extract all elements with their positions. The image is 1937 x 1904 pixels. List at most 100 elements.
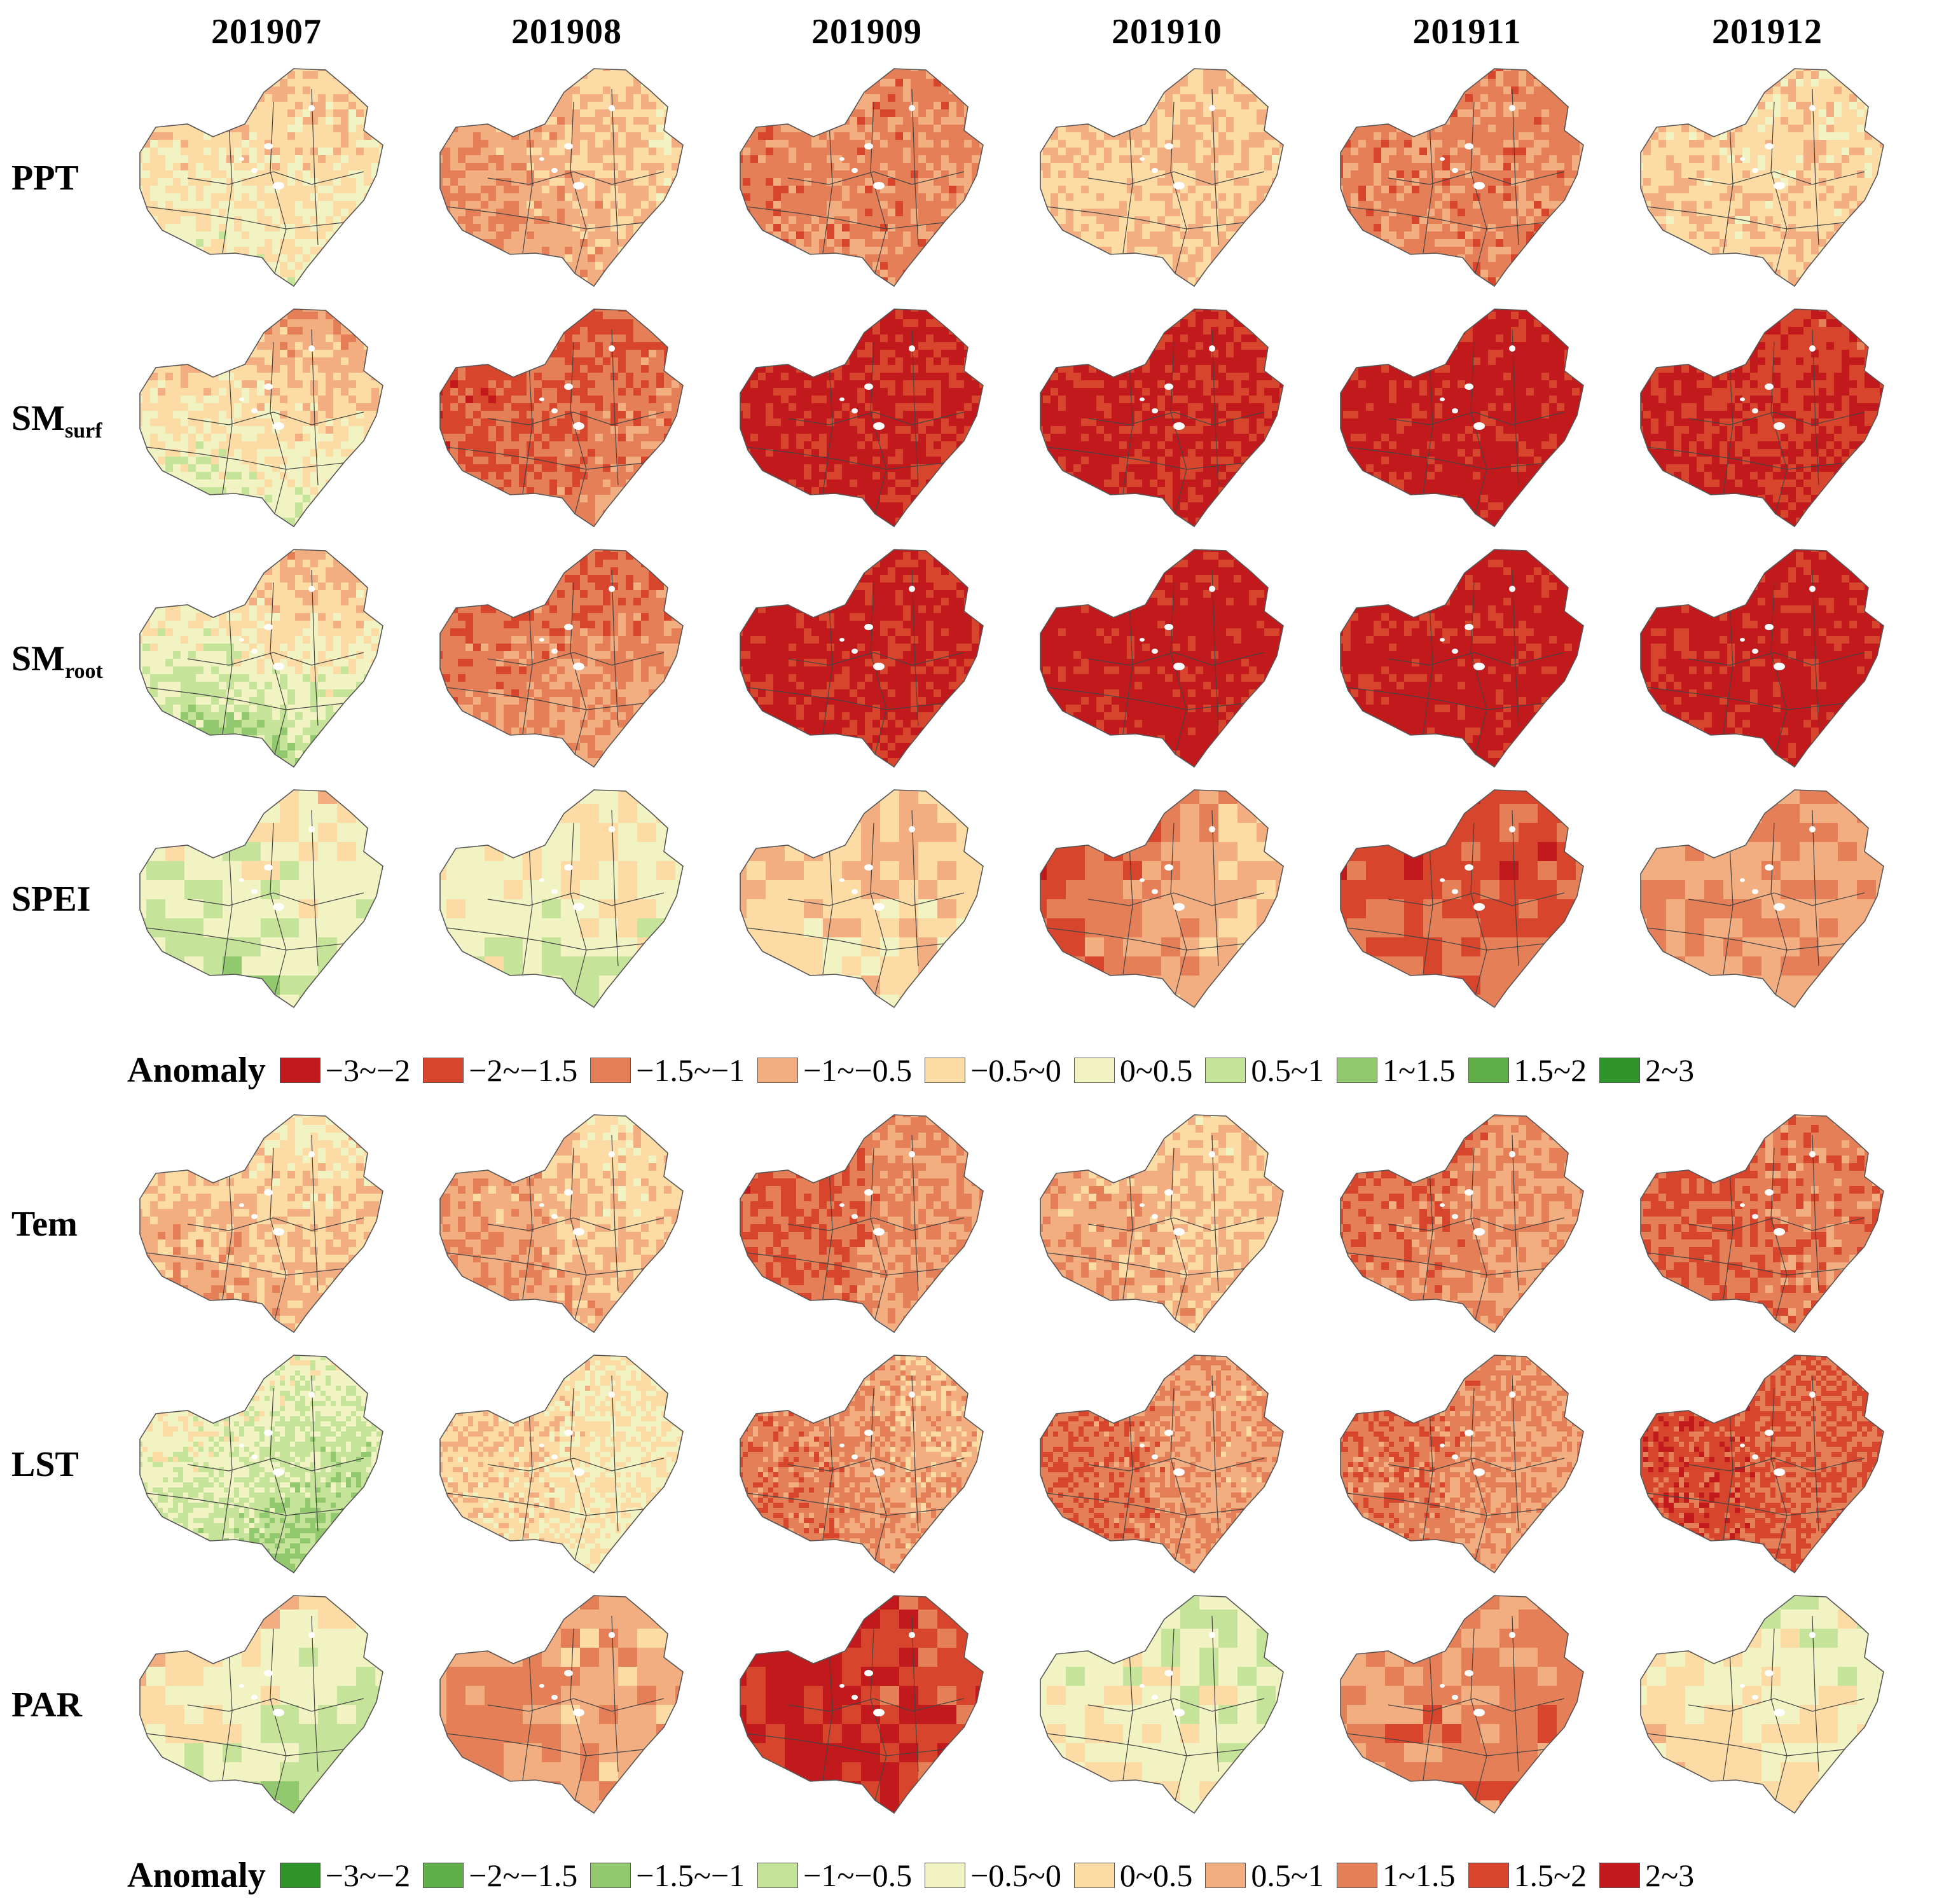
region-outline	[1640, 1355, 1884, 1574]
legend-label: 1.5~2	[1514, 1052, 1587, 1089]
choropleth-map	[139, 1355, 383, 1574]
admin-boundaries	[446, 329, 665, 514]
map-panel	[127, 1590, 407, 1819]
map-panel	[727, 785, 1007, 1014]
lakes	[239, 345, 315, 430]
lakes	[839, 105, 915, 190]
admin-boundaries	[746, 1615, 965, 1801]
lakes	[1440, 345, 1515, 430]
legend-item: −1.5~−1	[590, 1052, 745, 1089]
legend-title: Anomaly	[127, 1050, 266, 1091]
legend-label: 1.5~2	[1514, 1857, 1587, 1894]
choropleth-map	[1040, 308, 1284, 528]
choropleth-map	[439, 1355, 684, 1574]
choropleth-map	[740, 789, 984, 1009]
lakes	[1440, 586, 1515, 670]
region-outline	[439, 1355, 684, 1574]
choropleth-map	[139, 308, 383, 528]
variable-label: SPEI	[11, 879, 139, 920]
map-panel	[427, 785, 707, 1014]
lakes	[1140, 586, 1215, 670]
choropleth-map	[740, 1355, 984, 1574]
lakes	[1440, 105, 1515, 190]
anomaly-raster	[440, 69, 683, 286]
lakes	[539, 826, 615, 911]
legend-swatch	[925, 1058, 966, 1083]
map-panel	[1028, 544, 1307, 773]
month-header: 201911	[1318, 11, 1616, 52]
region-outline	[1640, 308, 1884, 528]
choropleth-map	[1640, 68, 1884, 287]
anomaly-raster	[740, 1596, 983, 1813]
lakes	[1440, 1151, 1515, 1236]
map-panel	[1628, 1110, 1908, 1339]
anomaly-raster	[1341, 69, 1583, 286]
admin-boundaries	[1046, 1375, 1265, 1561]
lakes	[1140, 1632, 1215, 1716]
lakes	[239, 105, 315, 190]
legend-swatch	[1599, 1863, 1641, 1888]
month-header: 201909	[717, 11, 1016, 52]
lakes	[1740, 345, 1816, 430]
legend-item: −1~−0.5	[757, 1052, 912, 1089]
region-outline	[1340, 789, 1584, 1009]
region-outline	[1640, 789, 1884, 1009]
region-outline	[1040, 549, 1284, 768]
choropleth-map	[1340, 308, 1584, 528]
anomaly-raster	[140, 69, 383, 286]
admin-boundaries	[1046, 810, 1265, 995]
choropleth-map	[439, 308, 684, 528]
region-outline	[740, 68, 984, 287]
month-header: 201910	[1017, 11, 1316, 52]
region-outline	[439, 1595, 684, 1814]
legend-item: 0~0.5	[1073, 1052, 1192, 1089]
choropleth-map	[1340, 68, 1584, 287]
map-panel	[1028, 1590, 1307, 1819]
admin-boundaries	[146, 329, 364, 514]
lakes	[839, 826, 915, 911]
admin-boundaries	[446, 810, 665, 995]
anomaly-raster	[140, 309, 383, 527]
month-header: 201908	[417, 11, 716, 52]
map-panel	[727, 1350, 1007, 1579]
admin-boundaries	[1346, 88, 1565, 274]
legend-label: 1~1.5	[1382, 1857, 1456, 1894]
legend-swatch	[1468, 1863, 1509, 1888]
anomaly-raster	[740, 1115, 983, 1332]
admin-boundaries	[1646, 1375, 1865, 1561]
region-outline	[740, 1355, 984, 1574]
choropleth-map	[1640, 308, 1884, 528]
choropleth-map	[1340, 1355, 1584, 1574]
region-outline	[439, 1114, 684, 1334]
anomaly-raster	[1641, 69, 1884, 286]
legend-swatch	[590, 1058, 631, 1083]
choropleth-map	[139, 68, 383, 287]
admin-boundaries	[746, 1135, 965, 1320]
map-panel	[127, 1350, 407, 1579]
anomaly-raster	[1040, 1596, 1283, 1813]
choropleth-map	[1340, 549, 1584, 768]
admin-boundaries	[746, 329, 965, 514]
region-outline	[1340, 549, 1584, 768]
lakes	[239, 1632, 315, 1716]
choropleth-map	[1640, 1595, 1884, 1814]
legend-item: −1.5~−1	[590, 1857, 745, 1894]
map-panel	[127, 304, 407, 533]
choropleth-map	[1340, 1595, 1584, 1814]
map-panel	[127, 1110, 407, 1339]
anomaly-raster	[140, 790, 383, 1007]
anomaly-raster	[440, 549, 683, 767]
legend-swatch	[1205, 1863, 1246, 1888]
region-outline	[740, 549, 984, 768]
admin-boundaries	[1346, 569, 1565, 755]
variable-label: SMsurf	[11, 398, 139, 452]
region-outline	[1340, 1595, 1584, 1814]
admin-boundaries	[446, 569, 665, 755]
admin-boundaries	[1046, 1135, 1265, 1320]
choropleth-map	[1040, 549, 1284, 768]
region-outline	[1640, 68, 1884, 287]
region-outline	[740, 1114, 984, 1334]
variable-name: SM	[11, 639, 65, 679]
admin-boundaries	[1346, 1615, 1565, 1801]
legend-label: 2~3	[1645, 1052, 1694, 1089]
